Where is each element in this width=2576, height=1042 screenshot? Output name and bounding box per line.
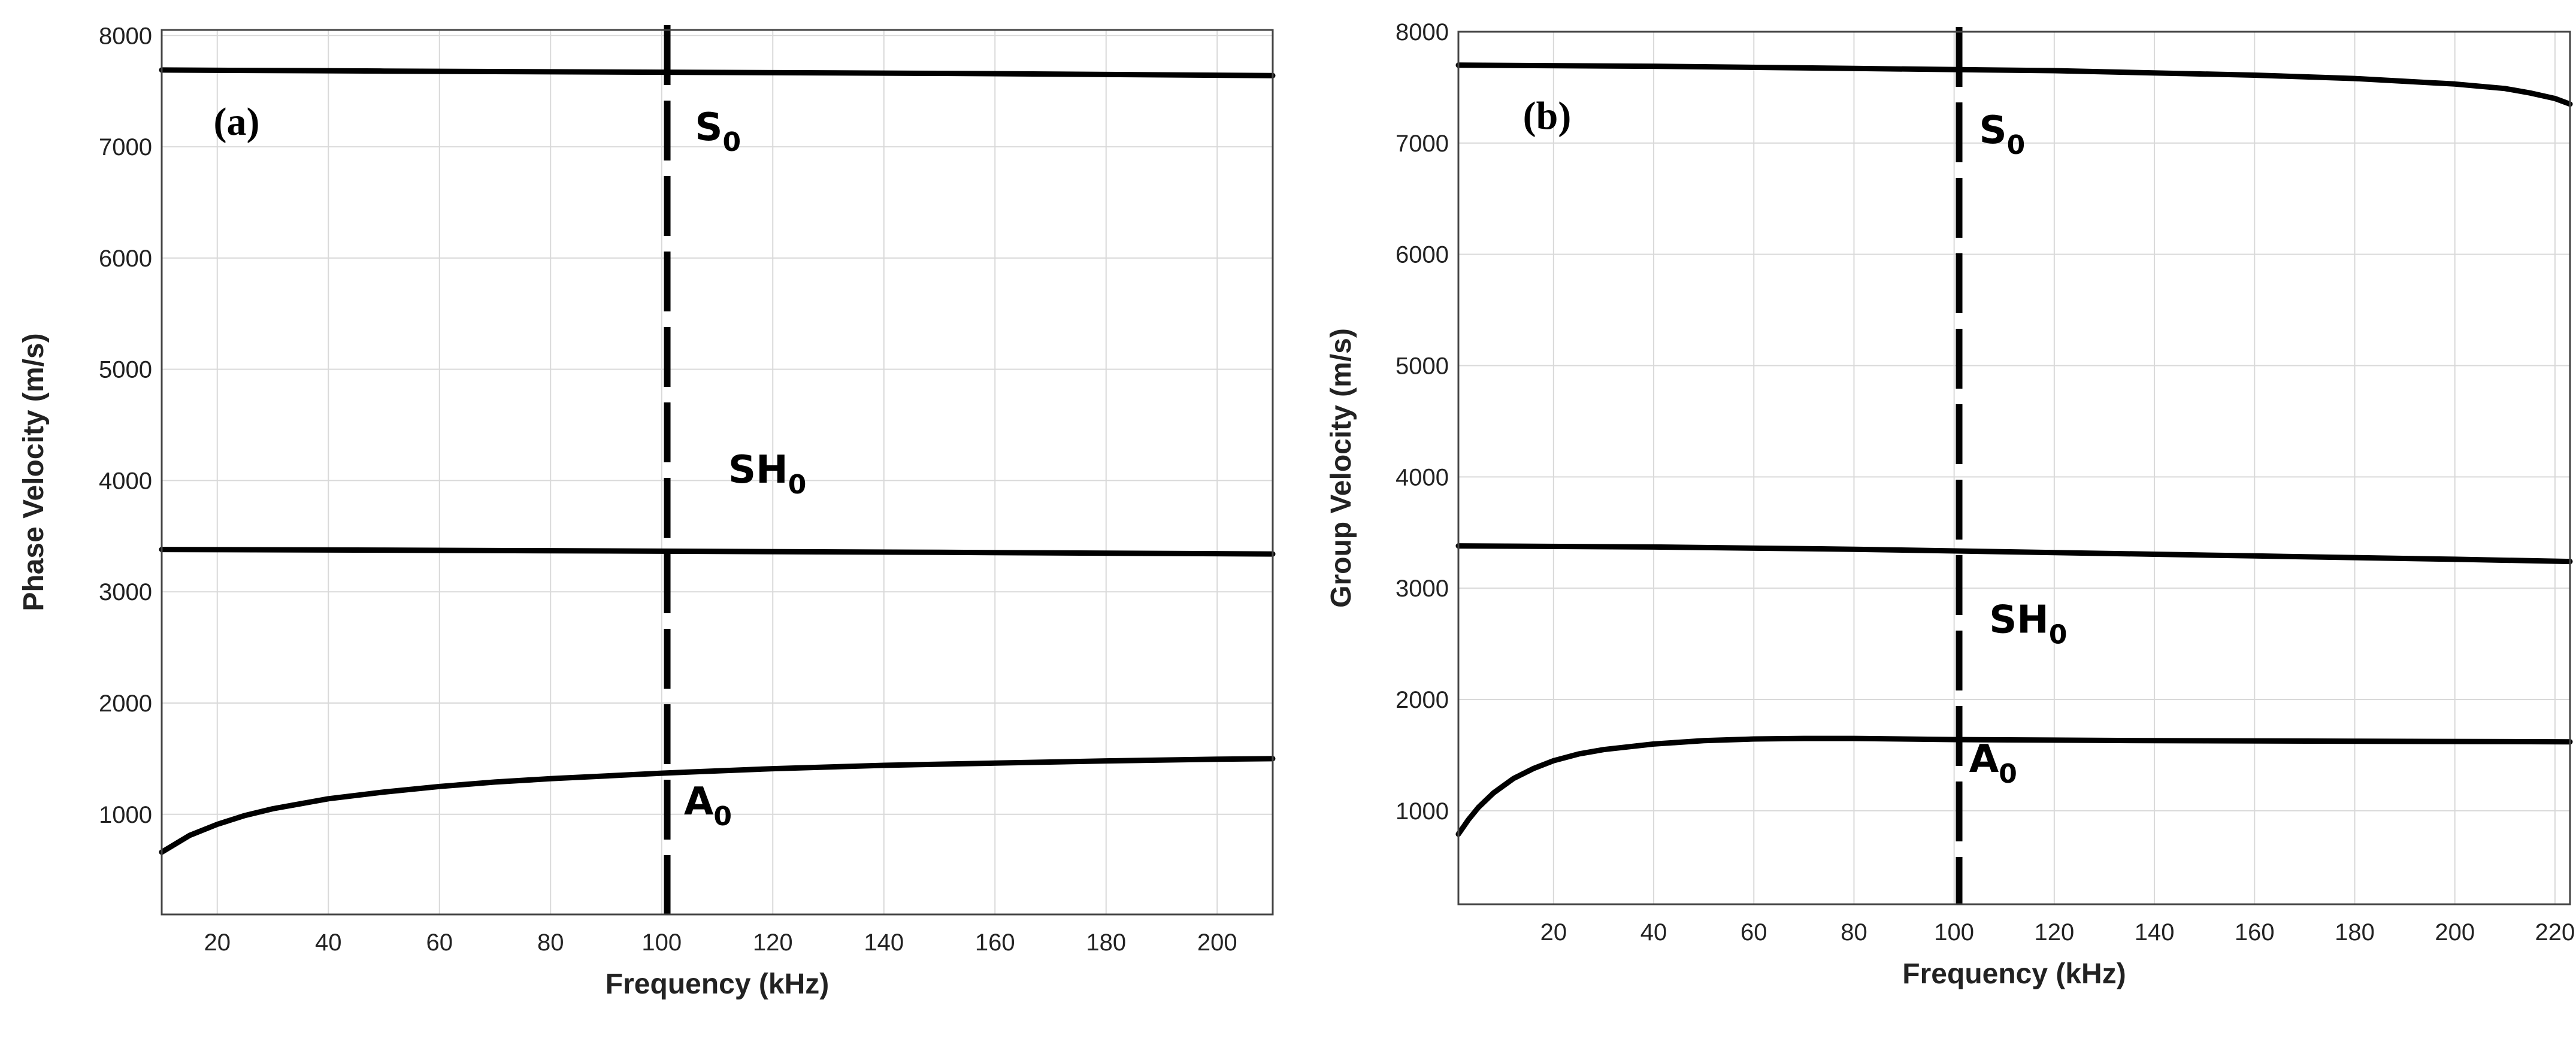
x-tick-label: 180: [2335, 919, 2375, 946]
mode-label-sh0: SH0: [728, 448, 806, 500]
y-tick-label: 8000: [99, 23, 152, 49]
y-axis-label: Group Velocity (m/s): [1325, 328, 1357, 608]
mode-label-a0: A0: [1969, 737, 2017, 789]
x-tick-label: 60: [1740, 919, 1767, 946]
mode-label-s0: S0: [695, 105, 741, 157]
panel-label: (b): [1523, 94, 1572, 138]
series-s0-line: [1455, 62, 2573, 107]
mode-label-sh0: SH0: [1989, 598, 2067, 650]
mode-label-a0: A0: [684, 780, 732, 832]
x-tick-label: 140: [2135, 919, 2175, 946]
x-tick-label: 40: [1640, 919, 1667, 946]
plot-frame: [161, 29, 1274, 916]
series-a0-line: [1455, 735, 2573, 837]
x-tick-label: 80: [537, 929, 564, 956]
x-tick-label: 140: [864, 929, 904, 956]
x-tick-label: 200: [1197, 929, 1237, 956]
y-tick-label: 4000: [1396, 464, 1449, 490]
y-tick-label: 1000: [1396, 798, 1449, 825]
x-axis-label: Frequency (kHz): [606, 968, 829, 1000]
x-tick-label: 220: [2535, 919, 2575, 946]
y-tick-label: 5000: [99, 357, 152, 383]
y-axis-label: Phase Velocity (m/s): [18, 333, 50, 611]
x-tick-label: 180: [1086, 929, 1126, 956]
plot-frame: [1457, 31, 2571, 905]
x-axis-label: Frequency (kHz): [1902, 958, 2126, 990]
y-tick-label: 1000: [99, 802, 152, 828]
series-s0-line: [159, 67, 1276, 78]
y-tick-label: 3000: [1396, 575, 1449, 602]
x-tick-label: 80: [1841, 919, 1867, 946]
y-tick-label: 2000: [1396, 687, 1449, 713]
x-tick-label: 160: [975, 929, 1015, 956]
y-tick-label: 7000: [1396, 131, 1449, 157]
series-a0-line: [159, 756, 1276, 855]
y-tick-label: 6000: [1396, 242, 1449, 268]
y-tick-label: 6000: [99, 246, 152, 272]
x-tick-label: 20: [204, 929, 231, 956]
x-tick-label: 40: [315, 929, 342, 956]
x-tick-label: 100: [1934, 919, 1974, 946]
y-tick-label: 8000: [1396, 19, 1449, 46]
x-tick-label: 60: [426, 929, 453, 956]
series-sh0-line: [1455, 543, 2573, 565]
x-tick-label: 20: [1540, 919, 1567, 946]
y-tick-label: 2000: [99, 690, 152, 717]
chart-a: 20 40 60 80 100 120 140 160 180 200 1000 2000 3000 40…: [18, 23, 1276, 1000]
series-sh0-line: [159, 547, 1276, 557]
chart-b: 20 40 60 80 100 120 140 160 180 200 220 1000 2000 300…: [1325, 19, 2575, 990]
x-tick-label: 100: [641, 929, 682, 956]
y-tick-label: 5000: [1396, 353, 1449, 380]
panel-label: (a): [214, 100, 260, 144]
mode-label-s0: S0: [1979, 108, 2025, 160]
y-tick-label: 3000: [99, 579, 152, 605]
x-tick-label: 120: [2035, 919, 2075, 946]
x-tick-label: 200: [2435, 919, 2475, 946]
y-tick-label: 4000: [99, 468, 152, 494]
y-tick-label: 7000: [99, 134, 152, 160]
x-tick-label: 160: [2235, 919, 2275, 946]
x-tick-label: 120: [753, 929, 793, 956]
